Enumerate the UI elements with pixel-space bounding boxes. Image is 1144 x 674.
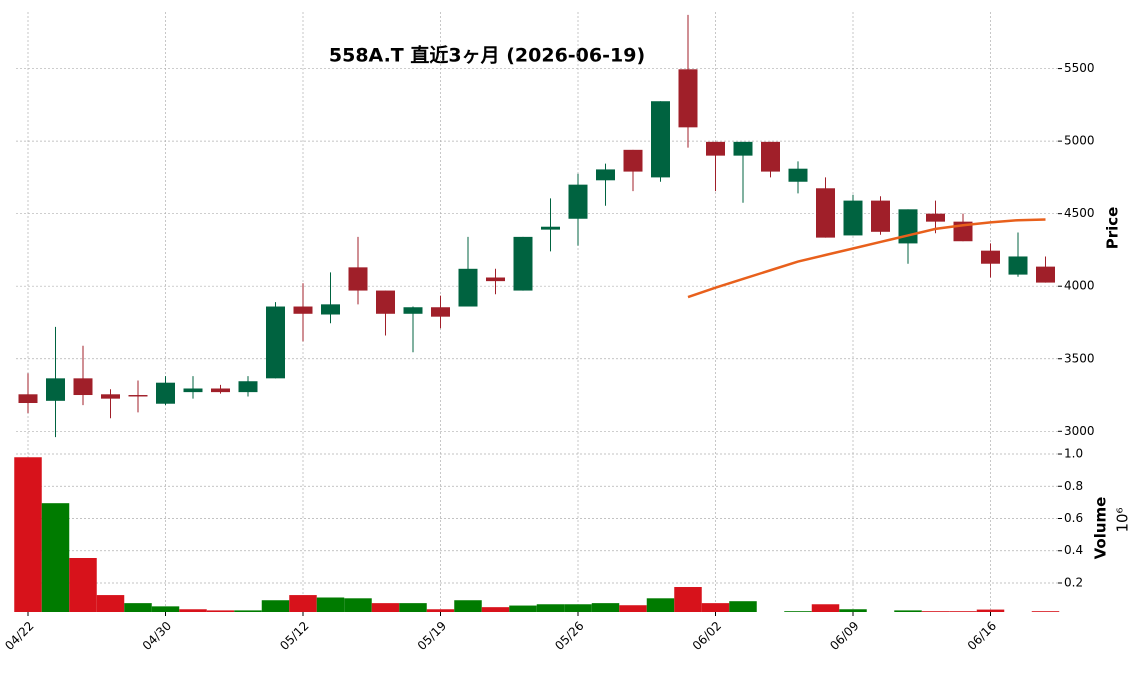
candle-body — [678, 69, 698, 128]
x-tick-label: 04/22 — [2, 619, 36, 653]
x-tick-label: 05/19 — [415, 619, 449, 653]
y-tick-label: 4000 — [1064, 279, 1095, 293]
y-axis-label: Price — [1104, 207, 1122, 250]
candle-body — [981, 250, 1000, 264]
volume-bar — [124, 603, 152, 612]
candle-body — [871, 200, 890, 232]
candle-body — [128, 395, 148, 397]
candle-body — [266, 306, 285, 379]
y-tick-label: 4500 — [1064, 206, 1095, 220]
volume-bar — [151, 606, 180, 612]
candle-body — [431, 307, 450, 317]
y-tick-label: 0.4 — [1064, 543, 1083, 557]
candle-body — [458, 268, 478, 307]
volume-bar — [206, 610, 235, 612]
volume-bar — [316, 597, 345, 612]
candle-body — [211, 388, 230, 393]
candle-body — [73, 378, 93, 396]
candle-body — [486, 277, 505, 282]
x-tick-label: 06/02 — [690, 619, 724, 653]
volume-bar — [96, 595, 125, 612]
candle-body — [651, 101, 670, 178]
candle-body — [843, 200, 863, 236]
candle-body — [18, 394, 38, 404]
candle-body — [1036, 266, 1055, 283]
volume-bar — [729, 601, 757, 612]
y-tick-label: 5500 — [1064, 61, 1095, 75]
candle-body — [706, 141, 725, 156]
candle-body — [101, 394, 120, 399]
candle-body — [1008, 256, 1028, 275]
volume-bar — [426, 609, 455, 612]
volume-bar — [1031, 611, 1060, 612]
volume-bar — [399, 603, 427, 612]
candle-body — [376, 290, 395, 314]
y-tick-label: 3000 — [1064, 424, 1095, 438]
volume-bar — [701, 603, 730, 612]
y-tick-label: 0.8 — [1064, 479, 1083, 493]
volume-bar — [921, 611, 950, 612]
volume-bar — [179, 609, 207, 612]
x-tick-label: 05/26 — [552, 619, 586, 653]
volume-bar — [261, 600, 290, 612]
x-tick-label: 06/16 — [965, 619, 999, 653]
candle-body — [238, 381, 258, 393]
candle-body — [183, 388, 203, 393]
volume-bar — [289, 595, 317, 612]
volume-offset-label: 10⁶ — [1114, 507, 1132, 532]
candle-body — [348, 267, 368, 291]
volume-bar — [811, 604, 840, 612]
candle-body — [926, 213, 945, 222]
volume-bar — [619, 605, 647, 612]
volume-bar — [454, 600, 482, 612]
chart-title: 558A.T 直近3ヶ月 (2026-06-19) — [329, 44, 645, 67]
volume-bar — [591, 603, 620, 612]
volume-bar — [481, 607, 510, 612]
volume-axis-label: Volume — [1092, 497, 1110, 560]
volume-bar — [564, 604, 592, 612]
candle-body — [403, 307, 423, 314]
candle-body — [788, 168, 808, 182]
y-tick-label: 3500 — [1064, 351, 1095, 365]
volume-bar — [646, 598, 675, 612]
volume-bar — [69, 557, 97, 612]
y-tick-label: 5000 — [1064, 134, 1095, 148]
candle-body — [156, 382, 175, 404]
candle-body — [898, 209, 918, 244]
y-tick-label: 0.2 — [1064, 575, 1083, 589]
volume-bar — [674, 587, 702, 612]
x-tick-label: 04/30 — [140, 619, 174, 653]
candle-body — [541, 226, 560, 230]
candle-body — [321, 304, 340, 315]
candle-body — [623, 149, 643, 172]
volume-bar — [784, 611, 812, 612]
volume-bar — [234, 610, 262, 612]
y-tick-label: 0.6 — [1064, 511, 1083, 525]
volume-bar — [536, 604, 565, 612]
candle-body — [816, 188, 835, 238]
y-tick-label: 1.0 — [1064, 447, 1083, 461]
volume-bar — [839, 609, 867, 612]
x-tick-label: 06/09 — [827, 619, 861, 653]
volume-bar — [14, 457, 42, 612]
candle-body — [513, 236, 533, 291]
candle-body — [761, 141, 780, 172]
volume-bar — [894, 610, 922, 612]
volume-bar — [371, 603, 400, 612]
x-tick-label: 05/12 — [277, 619, 311, 653]
candle-body — [596, 169, 615, 181]
candle-body — [568, 184, 588, 219]
candle-body — [293, 306, 313, 314]
volume-bar — [41, 503, 70, 612]
volume-bar — [344, 598, 372, 612]
moving-average-line — [687, 218, 1046, 299]
volume-bar — [976, 609, 1005, 612]
candle-body — [46, 378, 65, 401]
candle-body — [733, 141, 753, 156]
volume-bar — [509, 605, 537, 612]
volume-bar — [949, 611, 977, 612]
